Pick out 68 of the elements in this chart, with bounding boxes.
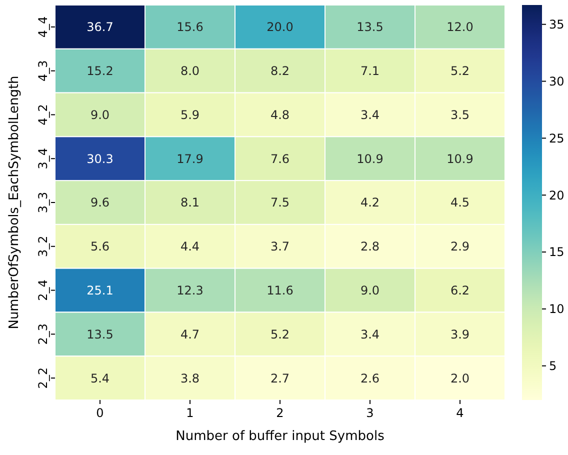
data-label: 2.8 (360, 240, 380, 254)
data-label: 7.6 (270, 152, 290, 166)
data-label: 30.3 (86, 152, 114, 166)
data-label: 12.0 (446, 20, 474, 34)
data-label: 2.9 (450, 240, 470, 254)
data-label: 8.1 (180, 196, 200, 210)
data-label: 10.9 (356, 152, 384, 166)
y-tick-label: 4_2 (36, 104, 50, 126)
data-label: 7.1 (360, 64, 380, 78)
data-label: 25.1 (86, 283, 114, 298)
data-label: 20.0 (266, 20, 294, 34)
data-label: 9.0 (90, 108, 110, 122)
data-label: 13.5 (356, 20, 384, 34)
x-tick-label: 0 (96, 406, 104, 420)
data-label: 10.9 (446, 152, 474, 166)
data-label: 5.2 (450, 64, 470, 78)
y-tick-label: 4_3 (36, 60, 50, 82)
data-label: 11.6 (266, 283, 294, 298)
data-label: 4.7 (180, 327, 200, 342)
y-tick-label: 3_3 (36, 192, 50, 214)
data-label: 5.4 (90, 371, 110, 386)
color-bar-label: 25 (549, 131, 564, 146)
data-label: 6.2 (450, 283, 470, 298)
x-axis-title: Number of buffer input Symbols (176, 429, 385, 444)
y-tick-label: 3_4 (36, 148, 50, 170)
data-label: 5.2 (270, 327, 290, 342)
data-label: 3.9 (450, 327, 470, 342)
y-tick-label: 4_4 (36, 16, 50, 38)
data-label: 3.7 (270, 240, 290, 254)
data-label: 8.2 (270, 64, 290, 78)
data-label: 3.8 (180, 371, 200, 386)
y-tick-label: 3_2 (36, 236, 50, 258)
y-tick-label: 2_2 (36, 367, 50, 389)
color-bar-label: 5 (549, 359, 557, 374)
color-bar-label: 10 (549, 302, 564, 316)
data-label: 7.5 (270, 196, 290, 210)
data-label: 15.6 (176, 20, 204, 34)
data-label: 9.6 (90, 196, 110, 210)
data-label: 12.3 (176, 283, 204, 298)
data-label: 2.7 (270, 371, 290, 386)
x-tick-label: 2 (276, 406, 284, 420)
y-tick-label: 2_4 (36, 280, 50, 301)
data-label: 4.2 (360, 196, 380, 210)
data-label: 5.9 (180, 108, 200, 122)
data-label: 15.2 (86, 64, 114, 78)
data-label: 5.6 (90, 240, 110, 254)
color-bar-label: 20 (549, 188, 564, 202)
data-label: 13.5 (86, 327, 114, 342)
data-label: 3.4 (360, 327, 380, 342)
data-label: 3.4 (360, 108, 380, 122)
data-label: 2.0 (450, 371, 470, 386)
data-label: 9.0 (360, 283, 380, 298)
x-tick-label: 3 (366, 406, 374, 420)
color-bar-label: 35 (549, 18, 564, 32)
y-axis-title: NumberOfSymbols_EachSymbolLength (7, 76, 22, 330)
data-label: 3.5 (450, 108, 470, 122)
data-label: 36.7 (86, 20, 114, 34)
x-tick-label: 4 (456, 406, 464, 420)
y-tick-label: 2_3 (36, 324, 50, 345)
data-label: 2.6 (360, 371, 380, 386)
data-label: 4.8 (270, 108, 290, 122)
data-label: 8.0 (180, 64, 200, 78)
x-tick-label: 1 (186, 406, 194, 420)
color-bar-label: 15 (549, 245, 564, 260)
data-label: 4.4 (180, 240, 200, 254)
data-label: 17.9 (176, 152, 204, 166)
color-bar-label: 30 (549, 74, 564, 88)
data-label: 4.5 (450, 196, 470, 210)
